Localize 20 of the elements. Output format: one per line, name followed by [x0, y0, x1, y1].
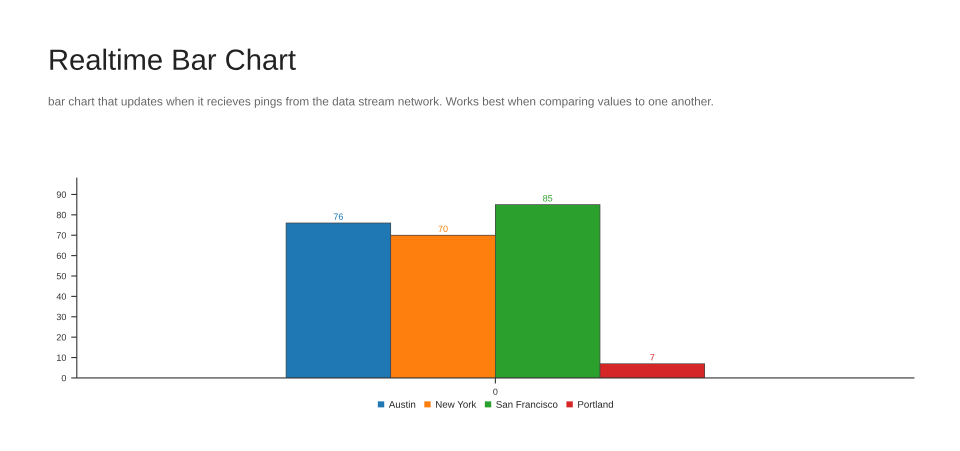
- y-tick-label: 20: [56, 334, 66, 341]
- chart-subtitle: bar chart that updates when it recieves pings from the data stream network. Works best when comparing values to one another.: [48, 96, 713, 108]
- legend-label: New York: [436, 400, 476, 408]
- y-tick-label: 10: [57, 354, 66, 361]
- legend-label: Portland: [578, 400, 613, 408]
- y-tick-label: 40: [56, 293, 66, 300]
- data-label: 76: [334, 213, 344, 220]
- data-label: 85: [543, 195, 552, 202]
- legend-label: Austin: [388, 400, 416, 408]
- chart-title: Realtime Bar Chart: [50, 48, 296, 70]
- y-tick-label: 60: [56, 252, 66, 259]
- y-tick-label: 50: [56, 272, 66, 280]
- y-tick-label: 70: [56, 232, 66, 239]
- legend-label: San Francisco: [496, 400, 558, 408]
- y-tick-label: 30: [56, 314, 66, 320]
- y-tick-label: 80: [56, 212, 66, 218]
- y-tick-label: 0: [62, 374, 66, 382]
- data-label: 70: [438, 226, 448, 232]
- data-label: 7: [650, 354, 654, 360]
- y-tick-label: 90: [56, 191, 66, 198]
